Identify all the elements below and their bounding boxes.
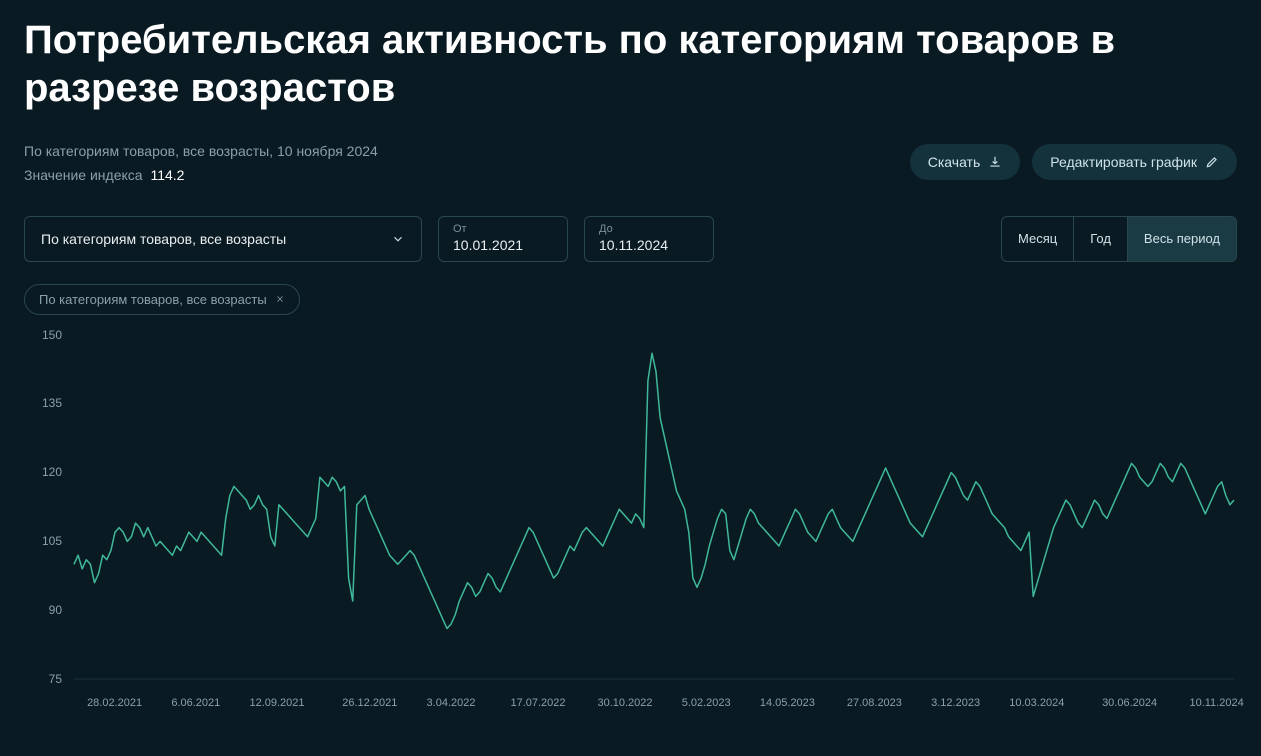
index-value: 114.2	[150, 167, 184, 183]
date-to-input[interactable]: До 10.11.2024	[584, 216, 714, 262]
filter-chip[interactable]: По категориям товаров, все возрасты	[24, 284, 300, 315]
meta-left: По категориям товаров, все возрасты, 10 …	[24, 140, 378, 188]
category-select-label: По категориям товаров, все возрасты	[41, 231, 286, 247]
index-label: Значение индекса	[24, 167, 143, 183]
series-line	[74, 353, 1234, 628]
range-segment-0[interactable]: Месяц	[1002, 217, 1074, 261]
pencil-icon	[1205, 155, 1219, 169]
line-chart: 759010512013515028.02.20216.06.202112.09…	[24, 329, 1237, 709]
edit-label: Редактировать график	[1050, 154, 1197, 170]
range-segment-2[interactable]: Весь период	[1128, 217, 1236, 261]
chart-svg	[24, 329, 1237, 709]
date-to-value: 10.11.2024	[599, 237, 699, 253]
index-line: Значение индекса 114.2	[24, 164, 378, 188]
close-icon	[275, 294, 285, 304]
meta-row: По категориям товаров, все возрасты, 10 …	[24, 140, 1237, 188]
download-label: Скачать	[928, 154, 981, 170]
date-from-value: 10.01.2021	[453, 237, 553, 253]
subtitle: По категориям товаров, все возрасты, 10 …	[24, 140, 378, 164]
date-from-input[interactable]: От 10.01.2021	[438, 216, 568, 262]
meta-right: Скачать Редактировать график	[910, 144, 1237, 180]
download-icon	[988, 155, 1002, 169]
category-select[interactable]: По категориям товаров, все возрасты	[24, 216, 422, 262]
date-from-label: От	[453, 223, 553, 235]
chevron-down-icon	[391, 232, 405, 246]
range-segmented-control: МесяцГодВесь период	[1001, 216, 1237, 262]
date-to-label: До	[599, 223, 699, 235]
download-button[interactable]: Скачать	[910, 144, 1021, 180]
edit-chart-button[interactable]: Редактировать график	[1032, 144, 1237, 180]
filter-chip-label: По категориям товаров, все возрасты	[39, 292, 267, 307]
controls-row: По категориям товаров, все возрасты От 1…	[24, 216, 1237, 262]
range-segment-1[interactable]: Год	[1074, 217, 1128, 261]
page-title: Потребительская активность по категориям…	[24, 16, 1237, 112]
